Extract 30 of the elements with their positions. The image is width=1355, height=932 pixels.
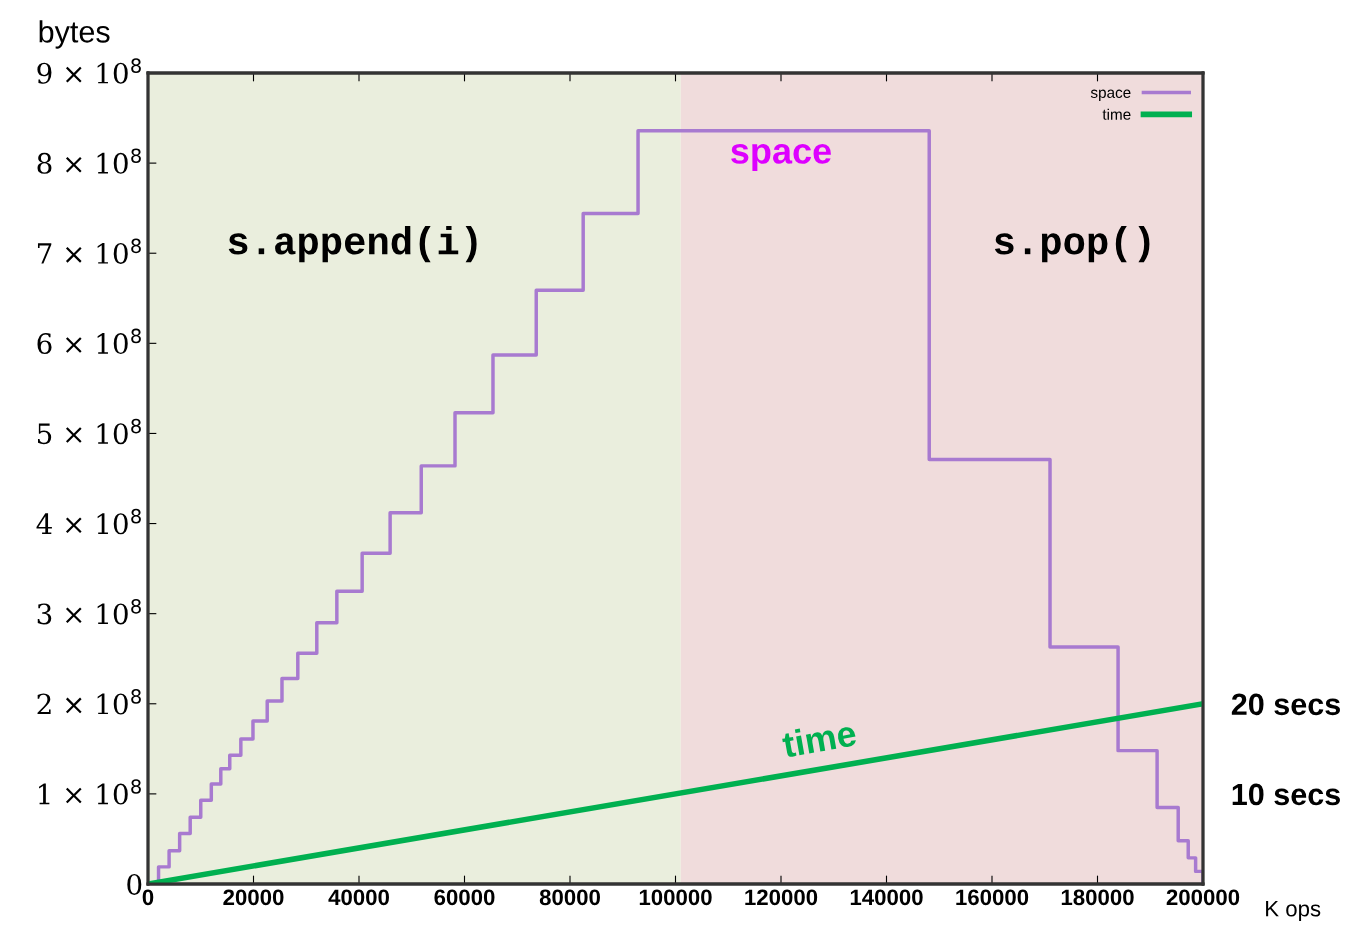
y-axis-title: bytes (39, 20, 110, 49)
x-axis-title: K ops (1266, 901, 1321, 921)
x-tick-label: 40000 (328, 889, 389, 906)
annotation: s.append(i) (228, 226, 477, 263)
x-tick-label: 20000 (223, 889, 284, 906)
x-tick-label: 80000 (539, 889, 600, 906)
annotation: time (780, 719, 858, 758)
y-tick-label: 8 × 10$^{8}$ (37, 148, 141, 174)
y-tick-label: 7 × 10$^{8}$ (37, 238, 141, 264)
x-tick-label: 200000 (1166, 889, 1240, 906)
y-tick-label: 4 × 10$^{8}$ (36, 508, 141, 535)
y-tick-label: 1 × 10$^{8}$ (39, 779, 141, 805)
x-tick-label: 140000 (850, 889, 923, 906)
legend-label: space (1090, 89, 1131, 101)
x-tick-label: 60000 (434, 889, 495, 906)
x-tick-label: 100000 (639, 889, 712, 906)
y-tick-label: 9 × 10$^{8}$ (37, 58, 141, 84)
y-tick-label: 3 × 10$^{8}$ (37, 598, 141, 625)
x-tick-label: 160000 (956, 889, 1029, 906)
x-tick-label: 0 (142, 889, 154, 906)
y-tick-label: 2 × 10$^{8}$ (37, 689, 141, 715)
annotation: s.pop() (994, 226, 1150, 263)
y-tick-label: 5 × 10$^{8}$ (38, 418, 141, 445)
x-tick-label: 120000 (745, 889, 818, 906)
y2-tick-label: 20 secs (1231, 693, 1340, 716)
legend-label: time (1102, 108, 1131, 120)
y-tick-label: 6 × 10$^{8}$ (37, 328, 141, 355)
x-tick-label: 180000 (1061, 889, 1134, 906)
y2-tick-label: 10 secs (1232, 783, 1340, 806)
annotation: space (731, 143, 831, 171)
